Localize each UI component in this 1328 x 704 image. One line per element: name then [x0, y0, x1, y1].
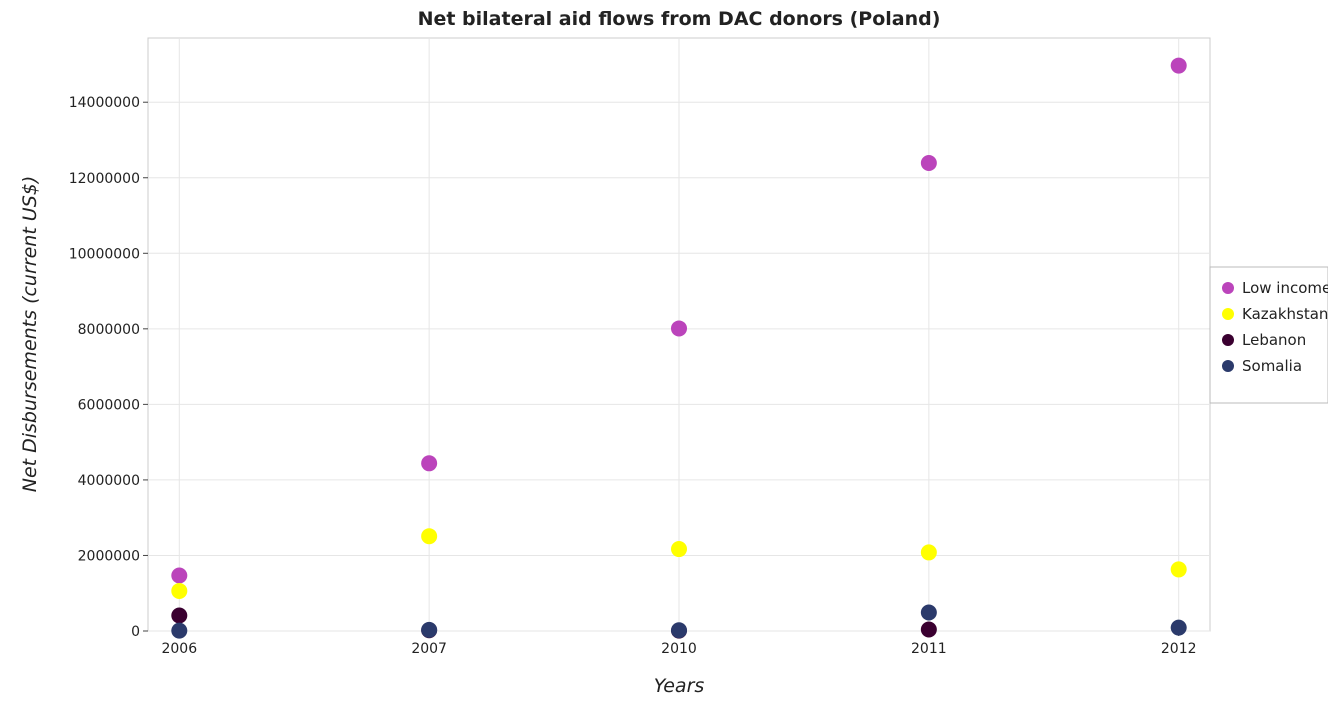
data-points — [171, 57, 1187, 639]
point-lebanon-2011 — [920, 621, 937, 638]
point-low-income-2006 — [171, 567, 188, 584]
x-tick-label: 2007 — [411, 641, 447, 657]
point-low-income-2012 — [1170, 57, 1187, 74]
legend-label-somalia: Somalia — [1242, 357, 1302, 375]
y-tick-label: 4000000 — [78, 473, 140, 489]
y-tick-label: 12000000 — [69, 171, 140, 187]
y-axis-ticks: 0 2000000 4000000 6000000 8000000 10000000 120… — [69, 95, 148, 640]
point-somalia-2007 — [421, 621, 438, 638]
y-tick-label: 6000000 — [78, 397, 140, 413]
y-tick-label: 8000000 — [78, 322, 140, 338]
x-tick-label: 2006 — [161, 641, 197, 657]
point-somalia-2006 — [171, 622, 188, 639]
x-axis-ticks: 2006 2007 2010 2011 2012 — [161, 631, 1197, 657]
legend-label-kazakhstan: Kazakhstan — [1242, 305, 1328, 323]
legend-marker-somalia — [1222, 360, 1234, 372]
legend-marker-lebanon — [1222, 334, 1234, 346]
y-tick-label: 0 — [131, 624, 140, 640]
point-kazakhstan-2010 — [671, 541, 687, 558]
legend-marker-low-income — [1222, 282, 1234, 294]
grid-layer — [148, 38, 1210, 632]
y-tick-label: 14000000 — [69, 95, 140, 111]
point-low-income-2011 — [920, 155, 937, 172]
x-tick-label: 2011 — [911, 641, 947, 657]
point-kazakhstan-2007 — [421, 528, 438, 545]
y-tick-label: 10000000 — [69, 246, 140, 262]
point-low-income-2010 — [671, 320, 687, 337]
point-somalia-2011 — [920, 604, 937, 621]
chart-title: Net bilateral aid flows from DAC donors … — [418, 8, 941, 30]
x-tick-label: 2012 — [1161, 641, 1197, 657]
point-kazakhstan-2006 — [171, 582, 188, 599]
point-somalia-2010 — [671, 622, 687, 639]
point-kazakhstan-2011 — [920, 544, 937, 561]
y-tick-label: 2000000 — [78, 548, 140, 564]
x-axis-label: Years — [654, 675, 705, 697]
legend: Low income Kazakhstan Lebanon Somalia — [1209, 266, 1328, 404]
point-low-income-2007 — [421, 455, 438, 472]
legend-label-lebanon: Lebanon — [1242, 331, 1306, 349]
point-lebanon-2006 — [171, 607, 188, 624]
y-axis-label: Net Disbursements (current US$) — [19, 176, 41, 493]
legend-label-low-income: Low income — [1242, 279, 1328, 297]
legend-marker-kazakhstan — [1222, 308, 1234, 320]
point-kazakhstan-2012 — [1170, 561, 1187, 578]
point-somalia-2012 — [1170, 619, 1187, 636]
x-tick-label: 2010 — [661, 641, 697, 657]
